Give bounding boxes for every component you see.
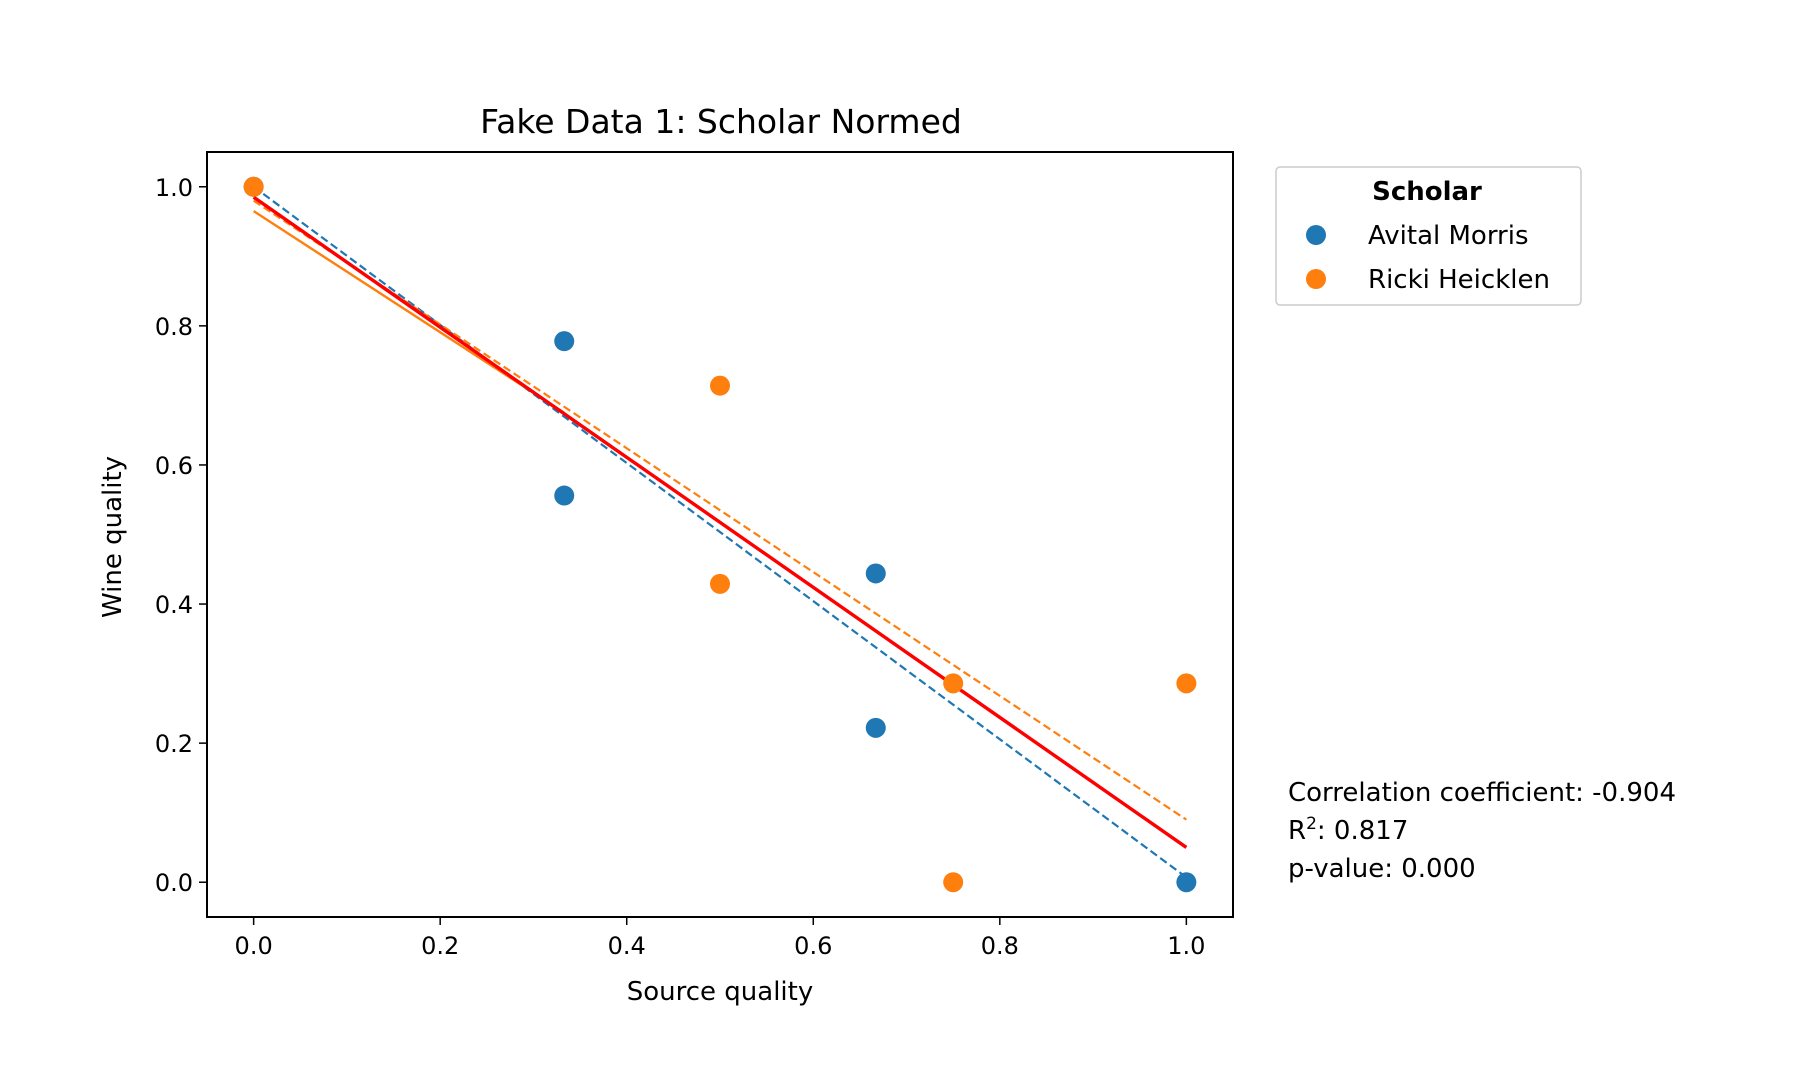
y-tick-label: 0.4 [155,591,193,619]
x-axis-ticks: 0.0 0.2 0.4 0.6 0.8 1.0 [235,917,1205,960]
x-axis-label: Source quality [627,977,814,1007]
x-tick-label: 0.4 [608,932,646,960]
r-squared-symbol: R [1288,816,1306,846]
p-value-text: p-value: 0.000 [1288,854,1476,884]
legend-marker-ricki-heicklen [1306,269,1326,289]
fit-line-series-0 [252,185,1188,879]
plot-area [206,151,1234,918]
r-squared-superscript: 2 [1306,814,1317,834]
y-axis-label: Wine quality [98,456,128,618]
y-tick-label: 0.0 [155,869,193,897]
point-series-0 [865,563,886,584]
legend-label-avital-morris: Avital Morris [1368,221,1529,251]
stats-annotation: Correlation coefficient: -0.904 R2: 0.81… [1288,778,1676,884]
point-series-0 [1176,872,1197,893]
point-series-0 [865,717,886,738]
overall-fit-line [252,195,1188,849]
legend-title: Scholar [1372,177,1482,207]
y-tick-label: 0.6 [155,452,193,480]
x-tick-label: 0.2 [421,932,459,960]
point-series-1 [710,375,730,396]
legend: Scholar Avital Morris Ricki Heicklen [1275,166,1582,306]
point-series-1 [1176,673,1197,694]
legend-label-ricki-heicklen: Ricki Heicklen [1368,265,1550,295]
point-series-1 [943,872,964,893]
chart-title: Fake Data 1: Scholar Normed [480,102,962,141]
fit-lines [252,185,1188,879]
x-tick-label: 0.6 [794,932,832,960]
point-series-1 [943,673,964,694]
y-axis-ticks: 0.0 0.2 0.4 0.6 0.8 1.0 [155,174,207,897]
x-tick-label: 0.8 [981,932,1019,960]
r-squared-text: R2: 0.817 [1288,814,1408,846]
legend-box [1275,166,1582,306]
r-squared-value: : 0.817 [1317,816,1408,846]
point-series-1 [243,176,264,197]
x-tick-label: 0.0 [235,932,273,960]
y-tick-label: 0.8 [155,313,193,341]
point-series-0 [554,331,575,352]
point-series-0 [554,485,575,506]
y-tick-label: 0.2 [155,730,193,758]
legend-marker-avital-morris [1306,225,1326,245]
correlation-text: Correlation coefficient: -0.904 [1288,778,1676,808]
x-tick-label: 1.0 [1167,932,1205,960]
plot-frame [206,151,1234,918]
data-points [243,176,1197,893]
point-series-1 [710,573,730,594]
y-tick-label: 1.0 [155,174,193,202]
